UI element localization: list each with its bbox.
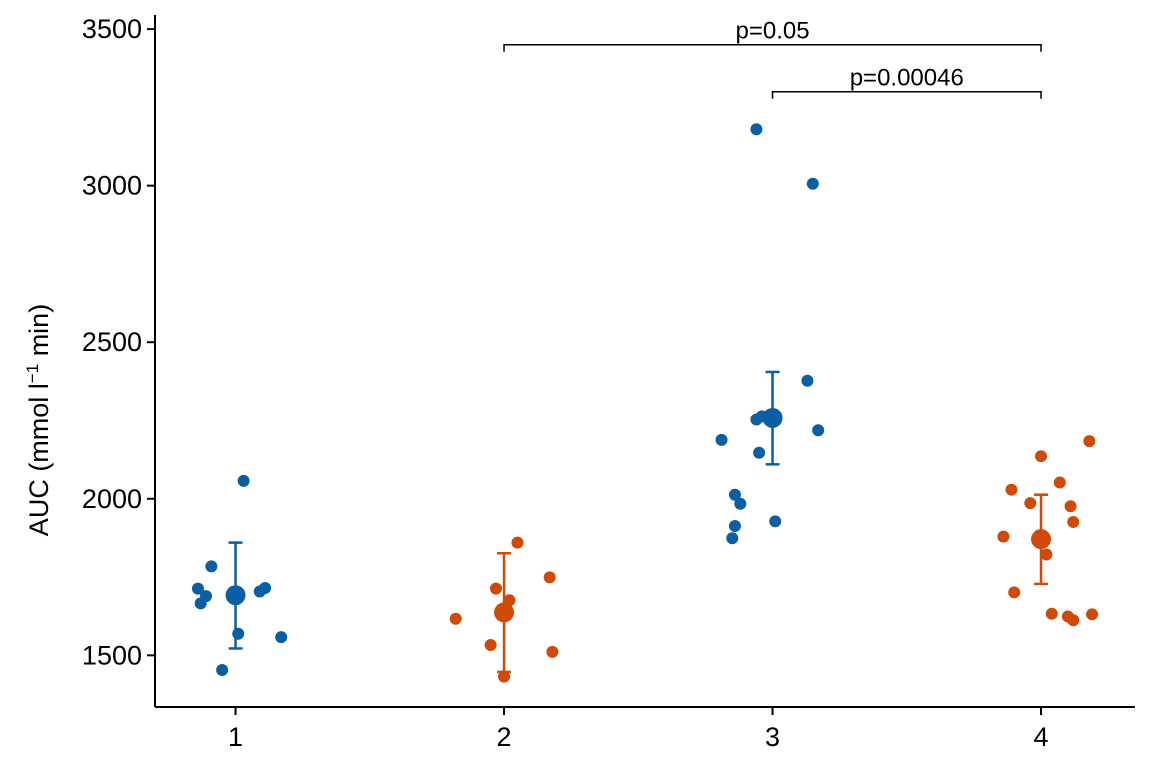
- significance-bracket: [503, 43, 1042, 52]
- data-point: [801, 374, 814, 387]
- data-point: [1008, 586, 1021, 599]
- mean-point: [1031, 529, 1052, 550]
- data-point: [216, 664, 229, 677]
- data-point: [511, 536, 524, 549]
- data-point: [1045, 607, 1058, 620]
- data-point: [1035, 450, 1048, 463]
- data-point: [449, 612, 462, 625]
- y-tick-label: 1500: [82, 640, 142, 670]
- y-axis-title: AUC (mmol l−1 min): [23, 304, 54, 536]
- data-point: [200, 590, 213, 603]
- y-tick-label: 3000: [82, 171, 142, 201]
- data-point: [205, 560, 218, 573]
- data-point: [489, 582, 502, 595]
- data-point: [1067, 614, 1080, 627]
- y-axis-title-superscript: −1: [23, 364, 42, 383]
- data-point: [1005, 483, 1018, 496]
- data-point: [734, 497, 747, 510]
- y-tick-label: 3500: [82, 14, 142, 44]
- data-point: [191, 582, 204, 595]
- x-tick-label: 3: [765, 722, 780, 752]
- data-point: [728, 488, 741, 501]
- svg-text:AUC (mmol l−1 min): AUC (mmol l−1 min): [23, 304, 54, 536]
- significance-bracket: [771, 90, 1042, 99]
- data-point: [259, 582, 272, 595]
- data-point: [1067, 515, 1080, 528]
- data-point: [543, 571, 556, 584]
- data-point: [1086, 608, 1099, 621]
- plot-area: 1500 2000 2500 3000 3500 1 2 3 4 p=0.05 p=0.00046: [82, 14, 1135, 752]
- y-axis-title-base: AUC (mmol l: [24, 383, 54, 536]
- data-point: [750, 123, 763, 136]
- data-point: [753, 446, 766, 459]
- data-point: [769, 515, 782, 528]
- x-tick-label: 1: [228, 722, 243, 752]
- x-tick-label: 2: [497, 722, 512, 752]
- mean-point: [494, 602, 515, 623]
- data-point: [1024, 497, 1037, 510]
- y-tick-label: 2500: [82, 327, 142, 357]
- data-point: [275, 631, 288, 644]
- data-point: [1053, 476, 1066, 489]
- data-point: [1083, 435, 1096, 448]
- p-value-label: p=0.00046: [850, 65, 964, 92]
- y-tick-label: 2000: [82, 484, 142, 514]
- mean-point: [762, 407, 783, 428]
- data-point: [1064, 500, 1077, 513]
- p-value-label: p=0.05: [735, 18, 809, 45]
- data-point: [726, 532, 739, 545]
- y-axis-title-tail: min): [24, 304, 54, 364]
- data-point: [715, 433, 728, 446]
- data-point: [997, 530, 1010, 543]
- data-point: [812, 424, 825, 437]
- data-point: [237, 474, 250, 487]
- data-point: [806, 177, 819, 190]
- data-point: [728, 520, 741, 533]
- data-point: [1040, 548, 1053, 561]
- data-point: [484, 639, 497, 652]
- x-tick-label: 4: [1034, 722, 1049, 752]
- data-point: [498, 670, 511, 683]
- mean-point: [225, 585, 246, 606]
- data-point: [546, 645, 559, 658]
- data-point: [232, 627, 245, 640]
